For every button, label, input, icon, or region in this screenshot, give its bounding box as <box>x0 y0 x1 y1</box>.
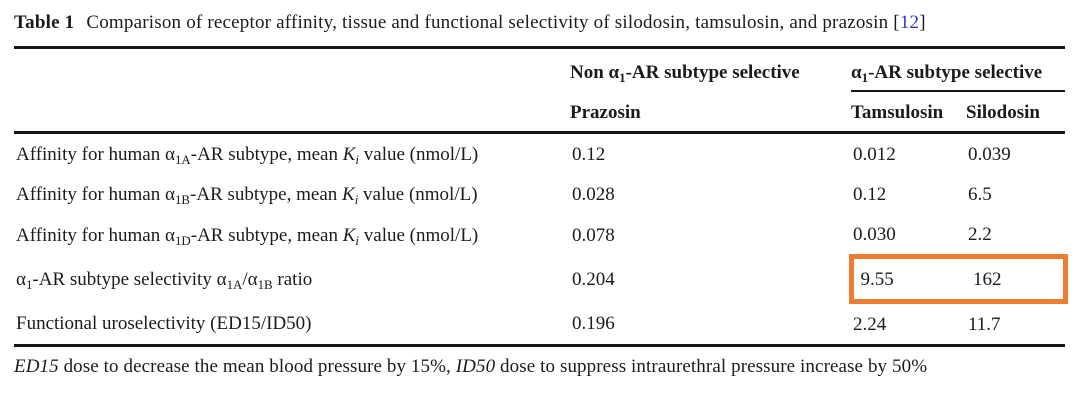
row-label: Affinity for human α1B-AR subtype, mean … <box>14 174 570 214</box>
column-header-row: Prazosin Tamsulosin Silodosin <box>14 91 1066 134</box>
table-number-label: Table 1 <box>14 12 75 33</box>
text-segment: value (nmol/L) <box>359 144 479 165</box>
table-body: Affinity for human α1A-AR subtype, mean … <box>14 133 1068 346</box>
text-segment: -AR subtype selective <box>625 62 800 83</box>
text-segment: K <box>342 144 356 165</box>
table-caption: Table 1 Comparison of receptor affinity, … <box>14 12 1065 34</box>
text-segment: -AR subtype, mean <box>190 184 343 205</box>
text-segment: Functional uroselectivity (ED15/ID50) <box>16 312 312 334</box>
comparison-table: Non α1-AR subtype selective α1-AR subtyp… <box>14 46 1068 347</box>
table-row: α1-AR subtype selectivity α1A/α1B ratio 0… <box>14 254 1068 304</box>
text-segment: / <box>242 269 248 290</box>
subscript-text: 1D <box>174 232 191 248</box>
highlighted-value-cell: 9.55 <box>848 254 966 304</box>
value-cell: 6.5 <box>968 184 992 205</box>
value-cell: 0.012 <box>853 144 896 165</box>
text-segment: -AR subtype selective <box>868 62 1043 83</box>
subscript-text: 1A <box>226 276 243 292</box>
table-row: Affinity for human α1B-AR subtype, mean … <box>14 174 1065 214</box>
value-cell: 0.196 <box>572 312 615 334</box>
text-segment: K <box>342 225 356 247</box>
value-cell: 11.7 <box>968 314 1001 335</box>
value-cell: 2.24 <box>853 314 887 335</box>
subscript-text: i <box>355 151 360 167</box>
table-footnote: ED15 dose to decrease the mean blood pre… <box>14 356 1065 378</box>
value-cell: 0.12 <box>572 144 606 165</box>
text-segment: α <box>165 184 175 205</box>
subscript-text: 1 <box>25 276 33 292</box>
subscript-text: i <box>355 232 360 248</box>
value-cell: 0.078 <box>572 225 615 247</box>
text-segment: dose to suppress intraurethral pressure … <box>495 356 928 377</box>
text-segment: ED15 <box>14 356 59 377</box>
row-label: α1-AR subtype selectivity α1A/α1B ratio <box>14 257 570 302</box>
subscript-text: 1 <box>619 69 626 85</box>
value-cell: 0.039 <box>968 144 1011 165</box>
group-header-row: Non α1-AR subtype selective α1-AR subtyp… <box>14 47 1066 92</box>
value-cell: 2.2 <box>968 224 992 245</box>
text-segment: ratio <box>272 269 313 290</box>
table-header: Non α1-AR subtype selective α1-AR subtyp… <box>14 47 1066 134</box>
table-row: Functional uroselectivity (ED15/ID50) 0.1… <box>14 302 1065 346</box>
column-header-prazosin: Prazosin <box>570 91 851 134</box>
value-cell: 0.12 <box>853 184 887 205</box>
value-cell: 0.204 <box>572 269 615 290</box>
column-header-silodosin: Silodosin <box>966 91 1066 134</box>
text-segment: Affinity for human <box>16 144 165 165</box>
citation-ref: [12] <box>893 12 925 33</box>
text-segment: α <box>608 62 620 83</box>
row-label: Functional uroselectivity (ED15/ID50) <box>14 302 570 346</box>
group-header-selective: α1-AR subtype selective <box>851 47 1066 92</box>
text-segment: Non <box>570 62 609 83</box>
text-segment: α <box>16 269 26 290</box>
text-segment: value (nmol/L) <box>359 225 479 247</box>
text-segment: ID50 <box>455 356 496 377</box>
table-row: Affinity for human α1A-AR subtype, mean … <box>14 133 1065 175</box>
text-segment: value (nmol/L) <box>358 184 478 205</box>
citation-close-bracket: ] <box>919 12 926 33</box>
value-cell: 0.030 <box>853 224 896 245</box>
value-cell: 0.028 <box>572 184 615 205</box>
group-header-non-selective: Non α1-AR subtype selective <box>570 48 851 92</box>
text-segment: Affinity for human <box>16 225 165 247</box>
subscript-text: 1A <box>174 151 191 167</box>
table-row: Affinity for human α1D-AR subtype, mean … <box>14 214 1065 257</box>
row-label: Affinity for human α1D-AR subtype, mean … <box>14 214 570 257</box>
text-segment: α <box>851 62 862 83</box>
subscript-text: 1B <box>174 191 191 207</box>
text-segment: α <box>216 269 227 290</box>
subscript-text: 1 <box>861 69 869 85</box>
citation-open-bracket: [ <box>893 12 900 33</box>
row-label: Affinity for human α1A-AR subtype, mean … <box>14 133 570 175</box>
citation-link-12[interactable]: 12 <box>899 12 920 33</box>
highlighted-value-cell: 162 <box>966 254 1068 304</box>
text-segment: K <box>342 184 355 205</box>
corner-cell <box>14 48 570 92</box>
text-segment: -AR subtype, mean <box>190 144 343 165</box>
text-segment: Affinity for human <box>16 184 165 205</box>
text-segment: -AR subtype selectivity <box>32 269 217 290</box>
corner-cell-2 <box>14 91 570 134</box>
subscript-text: i <box>354 191 359 207</box>
table-caption-text: Comparison of receptor affinity, tissue … <box>86 12 889 33</box>
text-segment: dose to decrease the mean blood pressure… <box>58 356 456 377</box>
text-segment: α <box>165 225 175 247</box>
text-segment: -AR subtype, mean <box>190 225 343 247</box>
text-segment: α <box>247 269 258 290</box>
column-header-tamsulosin: Tamsulosin <box>851 91 966 134</box>
subscript-text: 1B <box>257 276 273 292</box>
text-segment: α <box>165 144 175 165</box>
